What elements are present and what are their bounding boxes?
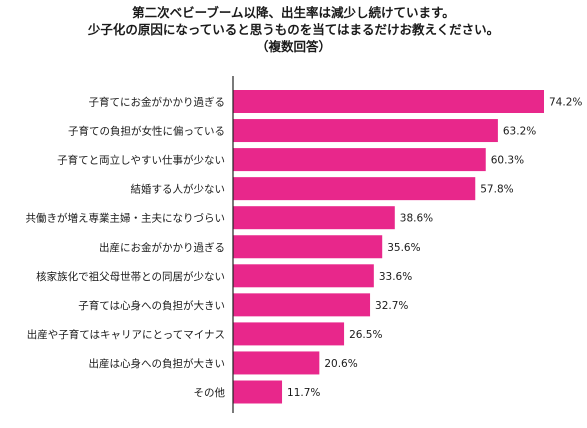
value-label-8: 32.7%: [375, 300, 408, 312]
chart-title: 第二次ベビーブーム以降、出生率は減少し続けています。 少子化の原因になっていると…: [0, 4, 587, 55]
category-label-1: 子育てにお金がかかり過ぎる: [89, 96, 226, 109]
bar-3: [233, 148, 486, 172]
category-label-2: 子育ての負担が女性に偏っている: [68, 125, 225, 138]
value-label-9: 26.5%: [349, 329, 382, 341]
bar-10: [233, 351, 320, 375]
chart-title-line-3: （複数回答）: [255, 39, 331, 54]
bar-7: [233, 264, 374, 288]
value-label-10: 20.6%: [324, 358, 357, 370]
bar-1: [233, 90, 544, 113]
value-label-6: 35.6%: [387, 242, 420, 254]
bar-8: [233, 293, 371, 317]
bar-4: [233, 177, 476, 201]
value-label-3: 60.3%: [491, 155, 524, 167]
bar-11: [233, 380, 283, 404]
category-label-10: 出産は心身への負担が大きい: [89, 357, 226, 370]
bar-9: [233, 322, 345, 346]
category-label-5: 共働きが増え専業主婦・主夫になりづらい: [26, 212, 226, 225]
chart-title-line-2: 少子化の原因になっていると思うものを当てはまるだけお教えください。: [87, 22, 500, 37]
category-label-6: 出産にお金がかかり過ぎる: [99, 241, 225, 254]
category-label-9: 出産や子育てはキャリアにとってマイナス: [27, 328, 225, 341]
value-label-5: 38.6%: [400, 213, 433, 225]
category-label-7: 核家族化で祖父母世帯との同居が少ない: [36, 270, 225, 283]
category-label-11: その他: [194, 386, 226, 399]
category-label-3: 子育てと両立しやすい仕事が少ない: [57, 154, 225, 167]
value-label-11: 11.7%: [287, 387, 320, 399]
category-label-8: 子育ては心身への負担が大きい: [78, 299, 225, 312]
value-label-7: 33.6%: [379, 271, 412, 283]
bar-5: [233, 206, 395, 230]
bar-6: [233, 235, 383, 259]
chart-title-line-1: 第二次ベビーブーム以降、出生率は減少し続けています。: [132, 5, 455, 20]
value-label-4: 57.8%: [480, 184, 513, 196]
value-label-1: 74.2%: [549, 97, 582, 109]
category-label-4: 結婚する人が少ない: [131, 183, 226, 196]
value-label-2: 63.2%: [503, 126, 536, 138]
bar-2: [233, 119, 498, 143]
